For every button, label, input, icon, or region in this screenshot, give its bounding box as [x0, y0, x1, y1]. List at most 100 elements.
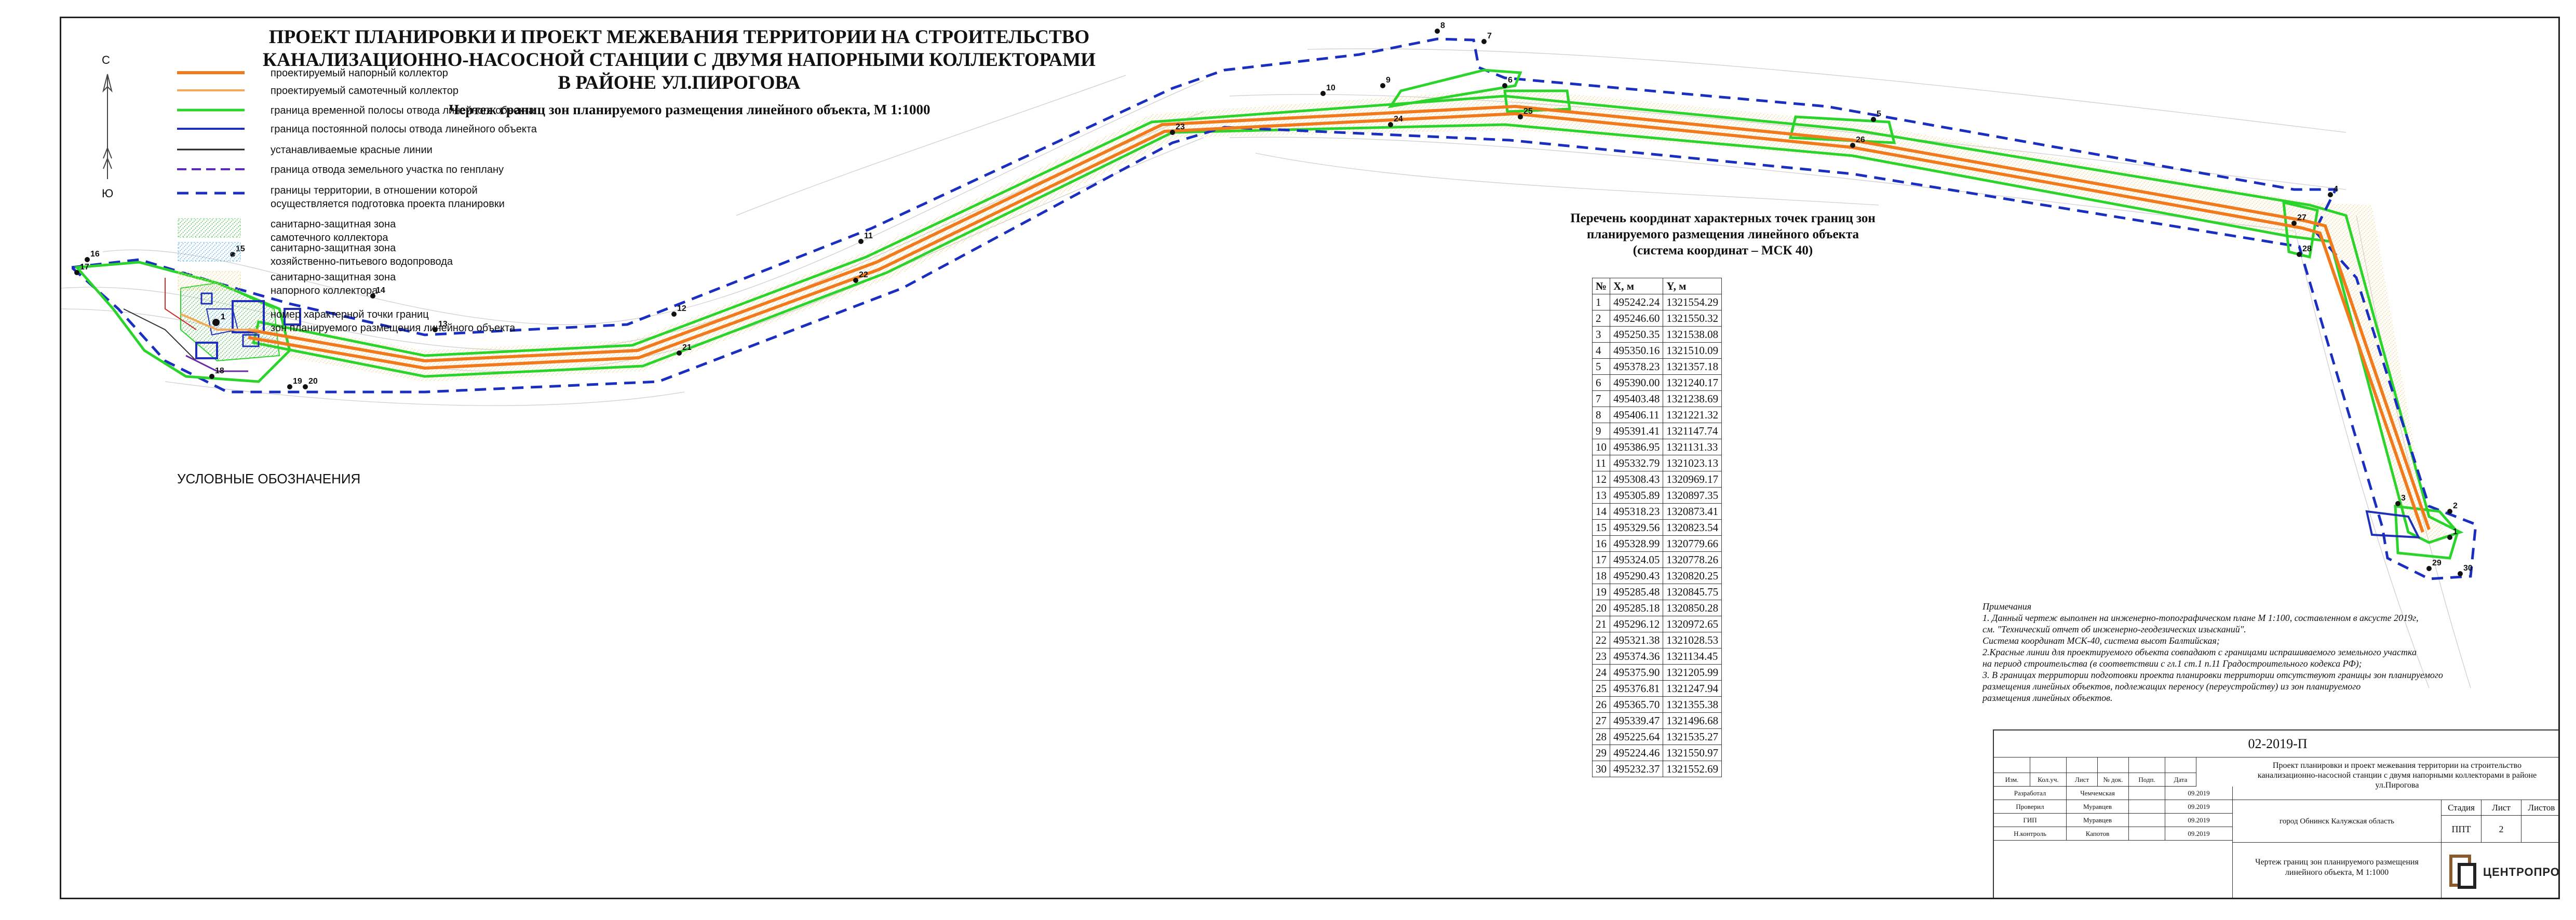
- legend-label: санитарно-защитная зона напорного коллек…: [271, 272, 396, 296]
- coords-cell-n: 21: [1592, 616, 1611, 632]
- point-marker: [1481, 39, 1487, 44]
- stamp-date: 09.2019: [2165, 787, 2233, 800]
- coords-cell-y: 1321134.45: [1663, 648, 1722, 665]
- coords-cell-n: 19: [1592, 584, 1611, 600]
- coords-cell-y: 1321205.99: [1663, 664, 1722, 681]
- point-marker: [858, 239, 864, 244]
- drawing-title: ПРОЕКТ ПЛАНИРОВКИ И ПРОЕКТ МЕЖЕВАНИЯ ТЕР…: [196, 26, 1162, 94]
- stamp-signature: [2129, 787, 2165, 800]
- coords-row: 11 495332.79 1321023.13: [1592, 455, 1722, 471]
- legend-label: номер характерной точки границ зон плани…: [271, 309, 516, 334]
- legend-item: санитарно-защитная зона напорного коллек…: [177, 270, 644, 296]
- legend-symbol: [177, 109, 245, 112]
- coords-cell-y: 1321023.13: [1663, 455, 1722, 471]
- legend-symbol: [177, 148, 245, 151]
- coords-title-line-3: (система координат – МСК 40): [1633, 243, 1813, 258]
- coords-cell-x: 495376.81: [1610, 680, 1664, 697]
- coords-cell-x: 495308.43: [1610, 471, 1664, 488]
- coords-col-y: Y, м: [1663, 278, 1722, 294]
- coords-cell-y: 1320850.28: [1663, 600, 1722, 616]
- drawing-subtitle: Чертеж границ зон планируемого размещени…: [449, 102, 930, 117]
- south-label: Ю: [102, 187, 114, 200]
- compass-arrow-icon: [102, 74, 113, 179]
- point-labels: 1234567891011121314151617181920212223242…: [80, 21, 2473, 573]
- stamp-blank-area: [1994, 841, 2233, 898]
- point-marker: [287, 384, 292, 389]
- coords-row: 16 495328.99 1320779.66: [1592, 535, 1722, 552]
- legend-label: граница отвода земельного участка по ген…: [271, 164, 504, 175]
- coords-cell-n: 30: [1592, 761, 1611, 777]
- stamp-stage-label: Стадия: [2442, 800, 2481, 816]
- point-markers: [74, 29, 2463, 576]
- coords-row: 5 495378.23 1321357.18: [1592, 358, 1722, 375]
- coords-cell-n: 13: [1592, 487, 1611, 504]
- coords-cell-n: 8: [1592, 407, 1611, 423]
- coords-cell-n: 14: [1592, 503, 1611, 520]
- coords-cell-y: 1321554.29: [1663, 294, 1722, 310]
- point-marker: [1170, 130, 1175, 135]
- coords-row: 18 495290.43 1320820.25: [1592, 567, 1722, 584]
- coords-row: 1 495242.24 1321554.29: [1592, 294, 1722, 310]
- coords-cell-x: 495250.35: [1610, 326, 1664, 343]
- coords-cell-y: 1321552.69: [1663, 761, 1722, 777]
- coords-row: 24 495375.90 1321205.99: [1592, 664, 1722, 681]
- coords-cell-y: 1320779.66: [1663, 535, 1722, 552]
- point-label: 13: [438, 320, 448, 329]
- stamp-sheets-label: Листов: [2521, 800, 2558, 816]
- coords-cell-x: 495328.99: [1610, 535, 1664, 552]
- point-label: 18: [215, 367, 224, 375]
- coords-row: 30 495232.37 1321552.69: [1592, 761, 1722, 777]
- stamp-role: Н.контроль: [1994, 827, 2067, 841]
- coords-row: 28 495225.64 1321535.27: [1592, 728, 1722, 745]
- point-label: 21: [682, 343, 692, 352]
- coords-cell-n: 5: [1592, 358, 1611, 375]
- stamp-code: 02-2019-П: [1994, 730, 2558, 757]
- stamp-blank: [2067, 757, 2098, 773]
- coords-cell-x: 495350.16: [1610, 342, 1664, 359]
- legend-item: проектируемый самотечный коллектор: [177, 84, 644, 110]
- coords-cell-x: 495329.56: [1610, 519, 1664, 536]
- coords-cell-x: 495321.38: [1610, 632, 1664, 648]
- stamp-date: 09.2019: [2165, 827, 2233, 841]
- coords-cell-y: 1320820.25: [1663, 567, 1722, 584]
- drawing-sheet: 1234567891011121314151617181920212223242…: [60, 17, 2560, 899]
- point-marker: [2426, 566, 2432, 571]
- stamp-col-header: Лист: [2067, 773, 2098, 787]
- stamp-blank: [2098, 757, 2129, 773]
- coords-row: 23 495374.36 1321134.45: [1592, 648, 1722, 665]
- coords-cell-y: 1321147.74: [1663, 423, 1722, 439]
- point-marker: [2291, 221, 2297, 226]
- coords-cell-n: 1: [1592, 294, 1611, 310]
- note-line: размещения линейных объектов, подлежащих…: [1982, 681, 2361, 692]
- coords-row: 21 495296.12 1320972.65: [1592, 616, 1722, 632]
- point-label: 22: [859, 270, 868, 279]
- stamp-role: ГИП: [1994, 814, 2067, 827]
- legend-symbol: [177, 128, 245, 130]
- legend-item: границы территории, в отношении которой …: [177, 184, 644, 210]
- point-marker: [2458, 571, 2463, 576]
- point-marker: [2297, 252, 2302, 257]
- point-marker: [74, 270, 79, 275]
- coords-row: 27 495339.47 1321496.68: [1592, 712, 1722, 729]
- legend-symbol: [177, 71, 245, 74]
- coords-title-line-2: планируемого размещения линейного объект…: [1586, 227, 1859, 241]
- stamp-stage: ППТ: [2442, 816, 2481, 843]
- coords-cell-y: 1321131.33: [1663, 439, 1722, 455]
- point-label: 9: [1386, 76, 1391, 85]
- coords-cell-y: 1321355.38: [1663, 696, 1722, 713]
- legend-item: граница временной полосы отвода линейног…: [177, 104, 644, 130]
- coords-row: 19 495285.48 1320845.75: [1592, 584, 1722, 600]
- coords-row: 26 495365.70 1321355.38: [1592, 696, 1722, 713]
- stamp-date: 09.2019: [2165, 800, 2233, 814]
- legend-label: устанавливаемые красные линии: [271, 144, 433, 156]
- legend-heading: УСЛОВНЫЕ ОБОЗНАЧЕНИЯ: [177, 471, 361, 486]
- coords-row: 8 495406.11 1321221.32: [1592, 407, 1722, 423]
- coords-cell-y: 1321535.27: [1663, 728, 1722, 745]
- coords-title-line-1: Перечень координат характерных точек гра…: [1570, 211, 1876, 225]
- company-logo-text: ЦЕНТРОПРОЕКТ: [2483, 865, 2560, 878]
- coords-row: 15 495329.56 1320823.54: [1592, 519, 1722, 536]
- point-marker: [2447, 535, 2452, 540]
- stamp-person: Муравцев: [2067, 800, 2129, 814]
- coords-cell-n: 11: [1592, 455, 1611, 471]
- legend-label: проектируемый напорный коллектор: [271, 67, 448, 79]
